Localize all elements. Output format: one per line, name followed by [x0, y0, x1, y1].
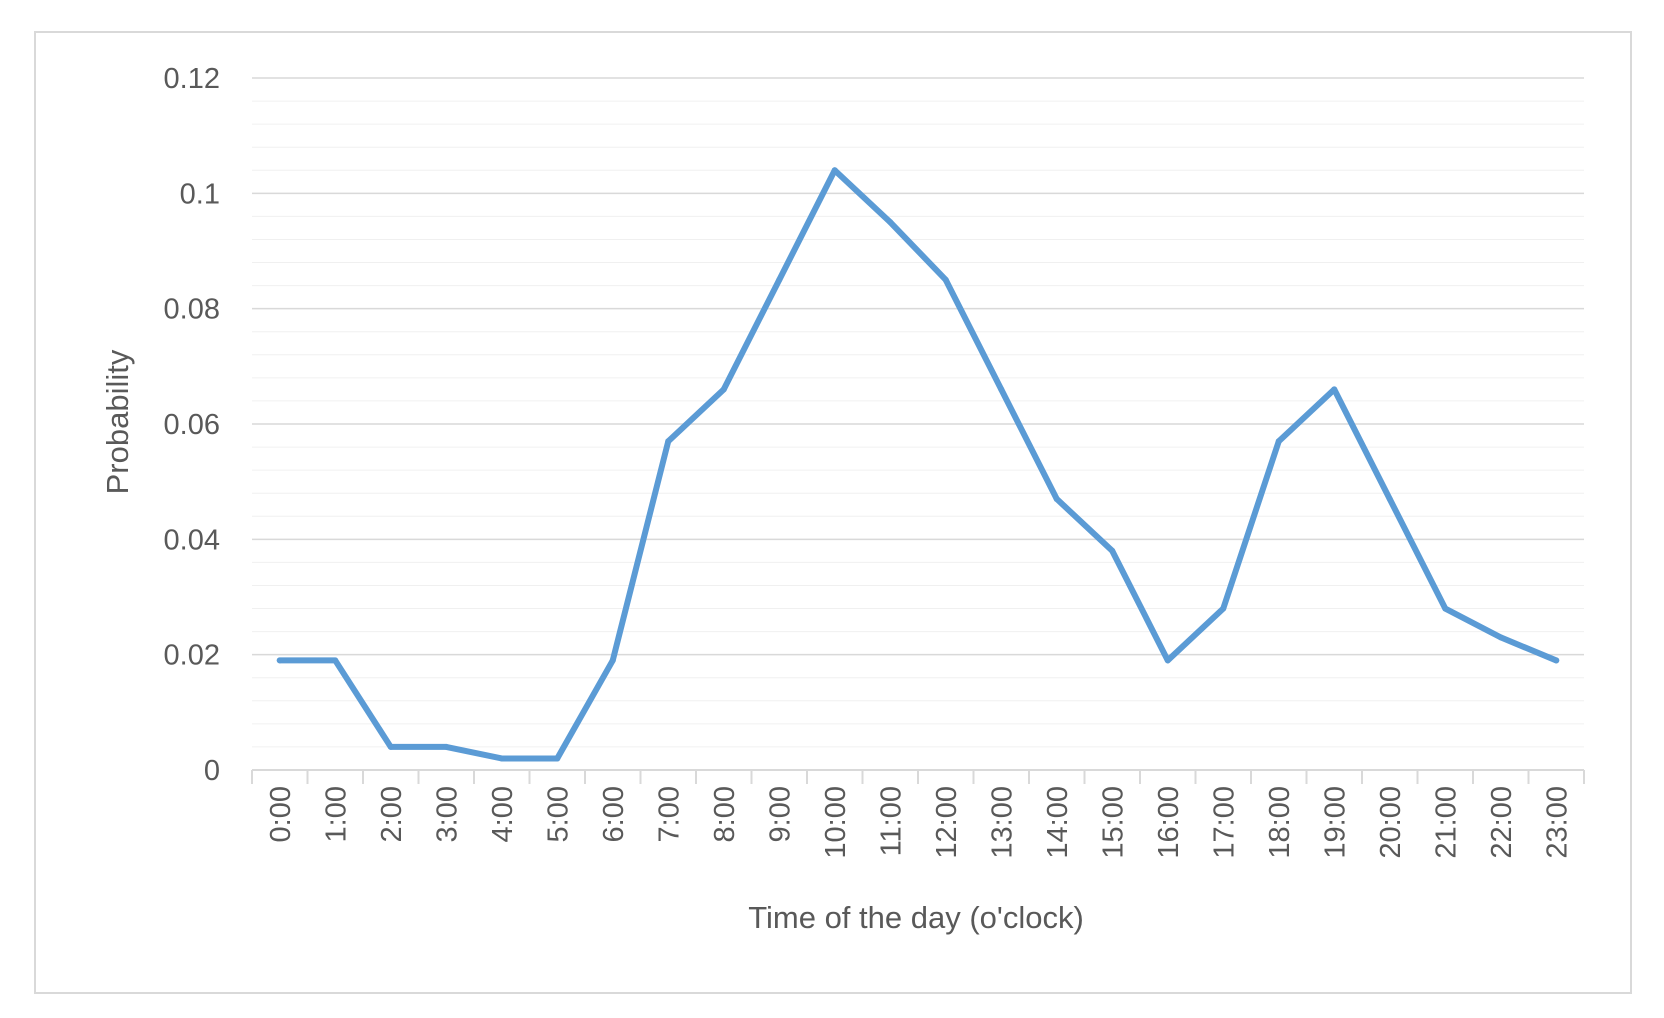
- major-gridlines: [252, 77, 1584, 656]
- y-axis-tick-labels: 0 0.02 0.04 0.06 0.08 0.1 0.12: [164, 63, 220, 787]
- x-tick-label: 8:00: [709, 786, 741, 842]
- x-tick-label: 2:00: [376, 786, 408, 842]
- y-tick-label: 0.12: [164, 63, 220, 95]
- data-point: [609, 657, 616, 664]
- x-tick-label: 21:00: [1430, 786, 1462, 859]
- y-tick-label: 0.06: [164, 409, 220, 441]
- x-tick-label: 11:00: [875, 786, 907, 856]
- chart-frame: [34, 31, 1632, 994]
- x-tick-label: 17:00: [1208, 786, 1240, 859]
- data-point: [1109, 547, 1116, 554]
- x-tick-label: 13:00: [986, 786, 1018, 859]
- series-layer: [276, 167, 1560, 762]
- data-point: [443, 743, 450, 750]
- x-tick-label: 6:00: [598, 786, 630, 842]
- x-tick-label: 18:00: [1264, 786, 1296, 859]
- y-tick-label: 0.04: [164, 524, 220, 556]
- x-tick-label: 20:00: [1375, 786, 1407, 859]
- data-point: [1275, 438, 1282, 445]
- x-tick-label: 23:00: [1541, 786, 1573, 859]
- data-point: [1497, 634, 1504, 641]
- data-point: [498, 755, 505, 762]
- x-axis-tick-labels: 0:00 1:00 2:00 3:00 4:00 5:00 6:00 7:00 8:00 9:00…: [265, 786, 1574, 859]
- x-axis-title: Time of the day (o'clock): [748, 900, 1084, 935]
- y-tick-label: 0.08: [164, 294, 220, 326]
- x-axis: [251, 769, 1585, 784]
- y-axis-title: Probability: [100, 349, 135, 494]
- data-point: [1386, 495, 1393, 502]
- x-tick-label: 10:00: [820, 786, 852, 859]
- x-tick-label: 3:00: [431, 786, 463, 842]
- x-tick-label: 0:00: [265, 786, 297, 842]
- data-point: [942, 276, 949, 283]
- x-tick-label: 4:00: [487, 786, 519, 842]
- y-tick-label: 0.1: [180, 178, 220, 210]
- data-point: [776, 276, 783, 283]
- x-tick-label: 22:00: [1486, 786, 1518, 859]
- x-tick-label: 14:00: [1042, 786, 1074, 859]
- x-tick-label: 7:00: [653, 786, 685, 842]
- data-point: [1053, 495, 1060, 502]
- x-tick-label: 15:00: [1097, 786, 1129, 859]
- data-point: [720, 386, 727, 393]
- x-tick-label: 12:00: [931, 786, 963, 859]
- x-tick-label: 9:00: [764, 786, 796, 842]
- y-tick-label: 0: [204, 755, 220, 787]
- series-line: [276, 167, 1560, 762]
- x-tick-label: 16:00: [1153, 786, 1185, 859]
- data-point: [387, 743, 394, 750]
- data-point: [554, 755, 561, 762]
- data-point: [1164, 657, 1171, 664]
- data-point: [1220, 605, 1227, 612]
- data-point: [1553, 657, 1560, 664]
- data-point: [665, 438, 672, 445]
- data-point: [887, 219, 894, 226]
- data-point: [332, 657, 339, 664]
- data-point: [1331, 386, 1338, 393]
- x-tick-label: 19:00: [1319, 786, 1351, 859]
- y-tick-label: 0.02: [164, 640, 220, 672]
- x-tick-label: 5:00: [542, 786, 574, 842]
- data-point: [998, 386, 1005, 393]
- data-point: [276, 657, 283, 664]
- data-point: [831, 167, 838, 174]
- data-point: [1442, 605, 1449, 612]
- x-tick-label: 1:00: [320, 786, 352, 842]
